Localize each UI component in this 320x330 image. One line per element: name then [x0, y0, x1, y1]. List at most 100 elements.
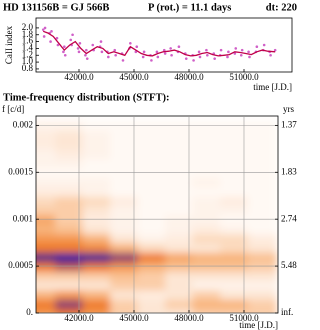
heatmap-cell	[165, 129, 195, 141]
heatmap-cell	[137, 138, 168, 150]
x-tick-label: 51000.0	[229, 72, 259, 82]
heatmap-cell	[165, 204, 195, 216]
heatmap-cell	[110, 147, 140, 160]
chart-subtitle: P (rot.) = 11.1 days	[148, 2, 231, 13]
annotation: dt: 220	[266, 2, 297, 13]
y-axis-label: CaII index	[4, 25, 14, 64]
heatmap-cell	[165, 269, 195, 282]
heatmap-cell	[55, 279, 85, 291]
data-point	[99, 40, 103, 43]
heatmap-cell	[82, 251, 113, 263]
heatmap-cell	[247, 232, 278, 244]
heatmap-cell	[247, 204, 278, 216]
heatmap-cell	[82, 185, 113, 197]
data-point	[142, 50, 146, 54]
heatmap-cell	[110, 288, 140, 300]
heatmap-cell	[165, 241, 195, 254]
data-point	[84, 53, 87, 57]
heatmap-cell	[36, 307, 58, 313]
heatmap-cell	[137, 232, 168, 244]
data-point	[85, 48, 88, 52]
heatmap-cell	[82, 232, 113, 244]
y-tick-label: 1.4	[22, 42, 34, 52]
heatmap-cell	[137, 279, 168, 291]
heatmap-cell	[137, 297, 168, 310]
heatmap-cell	[36, 269, 58, 282]
heatmap-cell	[220, 232, 250, 244]
heatmap-cell	[137, 307, 168, 313]
heatmap-cell	[82, 138, 113, 150]
heatmap-cell	[192, 185, 223, 197]
heatmap-cell	[220, 288, 250, 300]
heatmap-cell	[36, 175, 58, 188]
heatmap-cell	[82, 157, 113, 169]
heatmap-cell	[36, 185, 58, 197]
x-tick-label: 42000.0	[64, 313, 94, 323]
heatmap-cell	[247, 222, 278, 235]
heatmap-cell	[220, 175, 250, 188]
data-point	[273, 48, 277, 52]
heatmap-cell	[82, 297, 113, 310]
y-tick-label: 0.	[26, 307, 33, 317]
data-point	[113, 48, 117, 52]
heatmap-cell	[55, 138, 85, 150]
heatmap-cell	[110, 232, 140, 244]
plot-frame	[35, 17, 293, 73]
heatmap-cell	[192, 269, 223, 282]
data-point	[156, 55, 160, 59]
heatmap-cell	[55, 185, 85, 197]
heatmap-cell	[110, 129, 140, 141]
y-axis-label: f [c/d]	[2, 104, 24, 114]
data-point	[198, 55, 202, 59]
data-point	[63, 53, 67, 57]
heatmap-cell	[110, 251, 140, 263]
heatmap-cell	[110, 269, 140, 282]
heatmap-cell	[247, 129, 278, 141]
heatmap-cell	[220, 279, 250, 291]
data-point	[69, 38, 73, 42]
heatmap-cell	[247, 251, 278, 263]
data-point	[62, 50, 65, 54]
heatmap-cell	[55, 157, 85, 169]
heatmap-cell	[55, 175, 85, 188]
data-point	[239, 53, 243, 57]
heatmap-cell	[165, 232, 195, 244]
heatmap-cell	[220, 222, 250, 235]
heatmap-cell	[220, 269, 250, 282]
heatmap-cell	[55, 232, 85, 244]
chart-title: HD 131156B = GJ 566B	[3, 2, 109, 13]
data-point	[205, 48, 208, 52]
heatmap-cell	[36, 241, 58, 254]
heatmap-cell	[247, 241, 278, 254]
heatmap-cell	[82, 129, 113, 141]
heatmap-cell	[192, 138, 223, 150]
data-point	[213, 57, 216, 60]
heatmap-cell	[165, 279, 195, 291]
data-point	[42, 35, 46, 38]
heatmap-cell	[110, 175, 140, 188]
heatmap-cell	[247, 175, 278, 188]
heatmap-cell	[36, 232, 58, 244]
heatmap-cell	[36, 138, 58, 150]
y2-tick-label: inf.	[281, 307, 293, 317]
heatmap-cell	[192, 232, 223, 244]
y-tick-label: 1.6	[22, 36, 34, 46]
x-tick-label: 42000.0	[64, 72, 94, 82]
heatmap-cell	[55, 241, 85, 254]
data-point	[226, 55, 229, 59]
data-point	[247, 50, 250, 54]
heatmap-cell	[165, 288, 195, 300]
heatmap-cell	[55, 194, 85, 207]
heatmap-cell	[165, 297, 195, 310]
heatmap-cell	[220, 185, 250, 197]
heatmap-cell	[36, 288, 58, 300]
data-point	[49, 40, 52, 43]
heatmap-cell	[247, 147, 278, 160]
y-tick-label: 1.8	[22, 29, 34, 39]
x-tick-label: 51000.0	[229, 313, 259, 323]
data-point	[85, 57, 89, 60]
y-tick-label: 0.0015	[8, 166, 33, 176]
heatmap-cell	[36, 279, 58, 291]
data-point	[76, 47, 80, 50]
heatmap-cell	[192, 279, 223, 291]
